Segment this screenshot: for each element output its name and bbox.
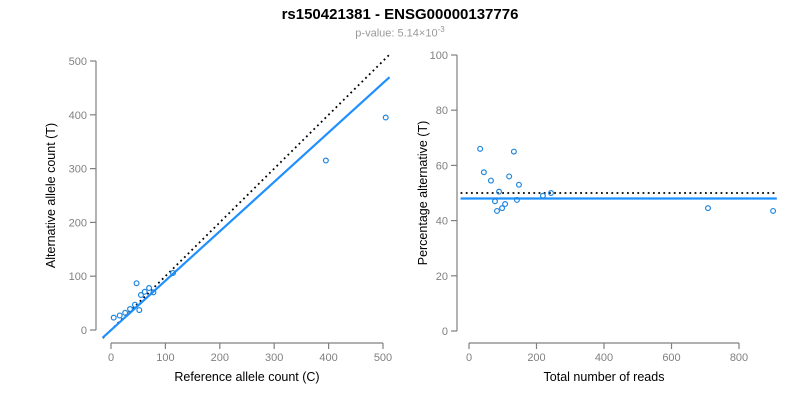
y-tick-label: 200 <box>69 217 87 229</box>
y-tick-label: 100 <box>69 271 87 283</box>
pvalue-subtitle: p-value: 5.14×10-3 <box>0 25 800 40</box>
right-scatter-plot: 0 200 400 600 800 0 20 40 60 80 100 Total number of… <box>416 50 777 384</box>
data-point <box>496 188 503 195</box>
data-point <box>137 292 144 299</box>
data-point <box>494 207 501 214</box>
data-point <box>506 173 513 180</box>
y-tick-label: 100 <box>430 50 448 62</box>
left-scatter-plot: 0 100 200 300 400 500 0 100 200 300 400 500 Referenc… <box>44 53 392 384</box>
data-point <box>770 207 777 214</box>
x-tick-label: 200 <box>211 352 229 364</box>
data-point <box>146 285 153 292</box>
data-point <box>513 196 520 203</box>
data-point <box>515 181 522 188</box>
data-point <box>116 312 123 319</box>
data-point <box>477 145 484 152</box>
y-tick-label: 80 <box>436 105 448 117</box>
data-point <box>122 309 129 316</box>
y-tick-label: 0 <box>442 326 448 338</box>
data-point <box>491 198 498 205</box>
data-point <box>502 201 509 208</box>
data-point <box>131 301 138 308</box>
x-tick-label: 400 <box>319 352 337 364</box>
data-point <box>127 306 134 313</box>
x-tick-label: 0 <box>108 352 114 364</box>
y-tick-label: 0 <box>81 325 87 337</box>
data-point <box>539 192 546 199</box>
x-axis-title: Total number of reads <box>544 370 665 384</box>
x-tick-label: 600 <box>662 352 680 364</box>
data-point <box>150 289 157 296</box>
data-point <box>141 288 148 295</box>
data-point <box>136 307 143 314</box>
y-axis-title: Percentage alternative (T) <box>416 121 430 266</box>
x-tick-label: 800 <box>730 352 748 364</box>
x-tick-label: 400 <box>595 352 613 364</box>
x-tick-label: 100 <box>156 352 174 364</box>
data-point <box>487 177 494 184</box>
x-tick-label: 0 <box>466 352 472 364</box>
y-tick-label: 300 <box>69 164 87 176</box>
pvalue-text: p-value: 5.14×10 <box>355 27 438 40</box>
y-axis-title: Alternative allele count (T) <box>44 123 58 268</box>
identity-line <box>102 53 391 339</box>
x-tick-label: 500 <box>374 352 392 364</box>
data-point <box>704 205 711 212</box>
page-title: rs150421381 - ENSG00000137776 <box>281 6 519 23</box>
x-tick-label: 200 <box>527 352 545 364</box>
y-tick-label: 400 <box>69 110 87 122</box>
data-point <box>510 148 517 155</box>
y-tick-label: 40 <box>436 216 448 228</box>
y-tick-label: 20 <box>436 271 448 283</box>
x-tick-label: 300 <box>265 352 283 364</box>
data-point <box>480 169 487 176</box>
data-point <box>382 114 389 121</box>
fit-line <box>102 76 391 339</box>
data-point <box>499 205 506 212</box>
y-tick-label: 60 <box>436 160 448 172</box>
data-point <box>170 269 177 276</box>
y-tick-label: 500 <box>69 56 87 68</box>
data-point <box>548 190 555 197</box>
data-point <box>133 280 140 287</box>
data-point <box>322 157 329 164</box>
data-point <box>110 314 117 321</box>
pvalue-exponent: -3 <box>437 25 445 34</box>
x-axis-title: Reference allele count (C) <box>174 370 319 384</box>
